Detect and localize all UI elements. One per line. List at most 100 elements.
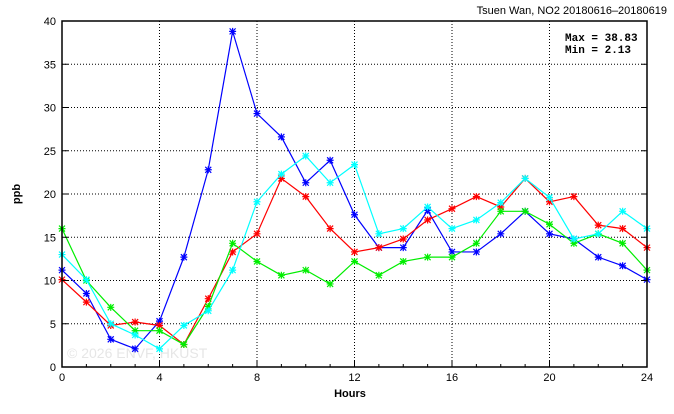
data-point bbox=[375, 230, 383, 238]
data-point bbox=[302, 266, 310, 274]
data-point bbox=[448, 248, 456, 256]
data-point bbox=[277, 271, 285, 279]
data-point bbox=[521, 207, 529, 215]
data-point bbox=[594, 253, 602, 261]
x-tick-label: 0 bbox=[59, 372, 65, 384]
data-point bbox=[326, 280, 334, 288]
data-point bbox=[619, 239, 627, 247]
data-point bbox=[302, 193, 310, 201]
y-tick-label: 20 bbox=[44, 189, 56, 201]
data-point bbox=[326, 179, 334, 187]
data-point bbox=[204, 302, 212, 310]
data-point bbox=[375, 244, 383, 252]
y-tick-label: 10 bbox=[44, 276, 56, 288]
chart-title: Tsuen Wan, NO2 20180616–20180619 bbox=[477, 5, 667, 17]
data-point bbox=[619, 207, 627, 215]
data-point bbox=[180, 341, 188, 349]
y-tick-label: 35 bbox=[44, 59, 56, 71]
data-point bbox=[570, 193, 578, 201]
data-point bbox=[472, 248, 480, 256]
data-point bbox=[229, 27, 237, 35]
data-point bbox=[399, 225, 407, 233]
data-point bbox=[497, 207, 505, 215]
data-point bbox=[351, 161, 358, 169]
ticks: 0 4 8 12 16 20 24 0 5 10 15 20 25 30 35 40 bbox=[44, 16, 653, 384]
y-tick-label: 30 bbox=[44, 103, 56, 115]
x-axis-label: Hours bbox=[334, 388, 366, 400]
max-label: Max = 38.83 bbox=[565, 33, 638, 45]
min-label: Min = 2.13 bbox=[565, 45, 631, 57]
data-point bbox=[229, 239, 237, 247]
x-tick-label: 16 bbox=[446, 372, 458, 384]
data-point bbox=[546, 198, 553, 206]
data-point bbox=[594, 221, 602, 229]
data-point bbox=[229, 266, 237, 274]
data-point bbox=[253, 110, 261, 118]
x-tick-label: 20 bbox=[543, 372, 555, 384]
data-point bbox=[131, 331, 139, 339]
y-tick-label: 0 bbox=[50, 362, 56, 374]
data-point bbox=[497, 199, 505, 207]
data-point bbox=[448, 253, 456, 261]
y-tick-label: 25 bbox=[44, 146, 56, 158]
x-tick-label: 4 bbox=[156, 372, 162, 384]
data-point bbox=[472, 239, 480, 247]
data-point bbox=[82, 298, 90, 306]
data-point bbox=[472, 193, 480, 201]
y-tick-label: 15 bbox=[44, 232, 56, 244]
data-point bbox=[351, 211, 358, 219]
data-point bbox=[253, 230, 261, 238]
data-point bbox=[351, 248, 358, 256]
data-point bbox=[302, 152, 310, 160]
data-point bbox=[204, 295, 212, 303]
data-point bbox=[131, 345, 139, 353]
data-point bbox=[204, 307, 212, 315]
data-point bbox=[229, 248, 237, 256]
data-point bbox=[399, 244, 407, 252]
data-point bbox=[204, 166, 212, 174]
data-point bbox=[107, 320, 115, 328]
data-point bbox=[326, 156, 334, 164]
data-point bbox=[570, 239, 578, 247]
data-point bbox=[107, 335, 115, 343]
data-point bbox=[180, 253, 188, 261]
data-point bbox=[619, 225, 627, 233]
data-point bbox=[497, 230, 505, 238]
series-group bbox=[58, 27, 651, 353]
data-point bbox=[253, 257, 261, 265]
data-point bbox=[424, 253, 432, 261]
data-point bbox=[448, 205, 456, 213]
y-tick-label: 5 bbox=[50, 319, 56, 331]
data-point bbox=[399, 257, 407, 265]
data-point bbox=[497, 203, 505, 211]
data-point bbox=[351, 257, 358, 265]
data-point bbox=[107, 303, 115, 311]
data-point bbox=[131, 318, 139, 326]
data-point bbox=[277, 133, 285, 141]
data-point bbox=[521, 174, 529, 182]
data-point bbox=[277, 170, 285, 178]
data-point bbox=[82, 289, 90, 297]
data-point bbox=[570, 235, 578, 243]
watermark: © 2026 ENVF, HKUST bbox=[67, 345, 208, 361]
data-point bbox=[546, 230, 553, 238]
x-tick-label: 12 bbox=[348, 372, 360, 384]
x-tick-label: 8 bbox=[254, 372, 260, 384]
data-point bbox=[326, 225, 334, 233]
y-tick-label: 40 bbox=[44, 16, 56, 28]
data-point bbox=[253, 198, 261, 206]
data-point bbox=[448, 225, 456, 233]
x-tick-label: 24 bbox=[641, 372, 653, 384]
data-point bbox=[424, 216, 432, 224]
data-point bbox=[399, 235, 407, 243]
data-point bbox=[375, 271, 383, 279]
data-point bbox=[131, 327, 139, 335]
data-point bbox=[277, 174, 285, 182]
data-point bbox=[180, 321, 188, 329]
data-point bbox=[546, 193, 553, 201]
data-point bbox=[156, 327, 163, 335]
y-axis-label: ppb bbox=[11, 184, 23, 204]
data-point bbox=[546, 220, 553, 228]
